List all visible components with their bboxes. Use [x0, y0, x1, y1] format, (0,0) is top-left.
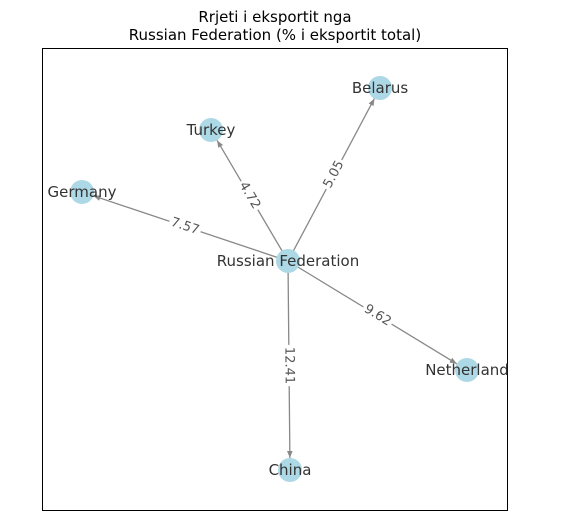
edge-label-group-china: 12.41 [280, 344, 298, 387]
node-china [278, 458, 302, 482]
edge-label-background-turkey [233, 176, 266, 215]
chart-title: Rrjeti i eksportit nga Russian Federatio… [0, 8, 550, 44]
plot-frame [42, 48, 508, 511]
edge-label-background-china [280, 344, 298, 387]
edge-label-group-belarus: 5.05 [318, 155, 350, 194]
edge-labels-layer: 5.05 4.72 7.57 9.62 12.41 [166, 155, 396, 387]
edge-label-group-netherland: 9.62 [359, 299, 396, 332]
nodes-layer [70, 76, 479, 482]
edge-label-background-belarus [318, 155, 350, 194]
node-belarus [368, 76, 392, 100]
node-label-russian-federation: Russian Federation [217, 252, 359, 270]
chart-title-line-1: Rrjeti i eksportit nga [198, 8, 352, 26]
node-turkey [199, 118, 223, 142]
chart-title-line-2: Russian Federation (% i eksportit total) [128, 26, 422, 44]
node-germany [70, 180, 94, 204]
node-netherland [455, 358, 479, 382]
node-labels-layer: Russian Federation Belarus Turkey Germany Ne… [48, 79, 509, 479]
edges-layer [93, 98, 458, 459]
edge-label-group-turkey: 4.72 [233, 176, 266, 215]
edge-label-china: 12.41 [281, 347, 296, 384]
node-label-germany: Germany [48, 183, 117, 201]
edge-label-background-netherland [359, 299, 396, 332]
node-label-china: China [269, 461, 312, 479]
node-russian-federation [276, 249, 300, 273]
node-label-netherland: Netherland [425, 361, 509, 379]
edge-label-background-germany [166, 213, 204, 240]
edge-label-group-germany: 7.57 [166, 213, 204, 240]
node-label-turkey: Turkey [186, 121, 236, 139]
node-label-belarus: Belarus [352, 79, 409, 97]
